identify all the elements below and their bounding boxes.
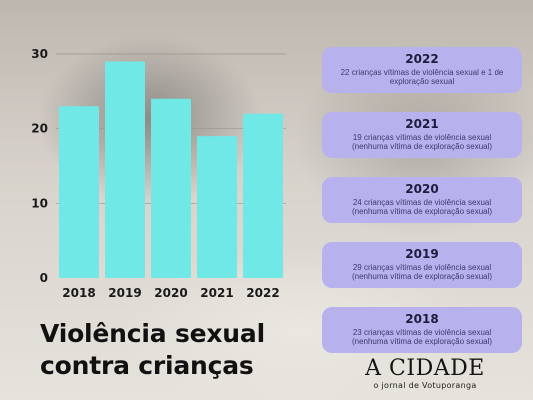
headline-line-1: Violência sexual: [40, 319, 265, 348]
x-tick-label: 2022: [246, 286, 279, 300]
card-text: 23 crianças vítimas de violência sexual …: [351, 328, 493, 346]
y-axis-ticks: 0 10 20 30: [31, 47, 48, 285]
logo-name: A CIDADE: [365, 356, 485, 381]
card-2022: 2022 22 crianças vítimas de violência se…: [322, 47, 522, 93]
x-tick-label: 2020: [154, 286, 187, 300]
logo-tagline: o jornal de Votuporanga: [373, 381, 477, 390]
x-tick-label: 2018: [62, 286, 95, 300]
card-year: 2021: [405, 117, 439, 131]
y-tick-label: 0: [40, 271, 48, 285]
y-tick-label: 20: [31, 122, 48, 136]
bar-2022: [243, 113, 283, 278]
bar-2019: [105, 61, 145, 278]
bar-2020: [151, 98, 191, 278]
x-tick-label: 2019: [108, 286, 141, 300]
card-text: 19 crianças vítimas de violência sexual …: [351, 133, 493, 151]
card-2020: 2020 24 crianças vítimas de violência se…: [322, 177, 522, 223]
headline: Violência sexual contra crianças: [40, 318, 300, 382]
card-year: 2020: [405, 182, 439, 196]
bar-2018: [59, 106, 99, 279]
card-year: 2022: [405, 52, 439, 66]
headline-line-2: contra crianças: [40, 351, 254, 380]
y-tick-label: 30: [31, 47, 48, 61]
y-tick-label: 10: [31, 196, 48, 210]
card-text: 29 crianças vítimas de violência sexual …: [351, 263, 493, 281]
newspaper-logo: A CIDADE o jornal de Votuporanga: [355, 357, 495, 391]
card-text: 24 crianças vítimas de violência sexual …: [351, 198, 493, 216]
x-axis-ticks: 2018 2019 2020 2021 2022: [62, 286, 279, 300]
card-text: 22 crianças vítimas de violência sexual …: [340, 68, 504, 86]
card-2018: 2018 23 crianças vítimas de violência se…: [322, 307, 522, 353]
card-year: 2019: [405, 247, 439, 261]
card-2019: 2019 29 crianças vítimas de violência se…: [322, 242, 522, 288]
bar-2021: [197, 136, 237, 278]
bars-layer: [59, 61, 283, 279]
x-tick-label: 2021: [200, 286, 233, 300]
card-2021: 2021 19 crianças vítimas de violência se…: [322, 112, 522, 158]
card-year: 2018: [405, 312, 439, 326]
